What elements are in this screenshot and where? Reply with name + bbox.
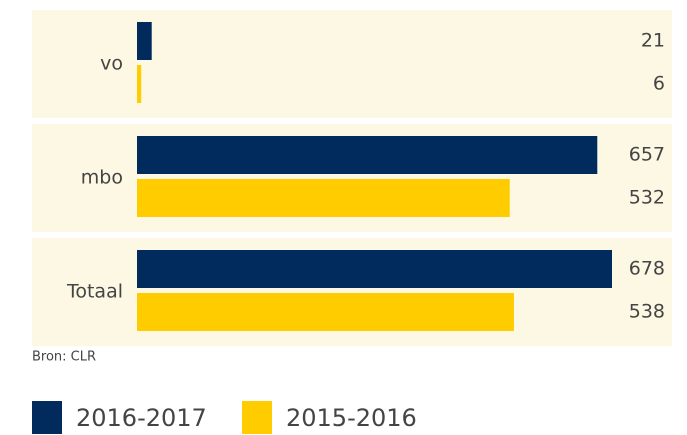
- bar: [137, 22, 152, 60]
- category-label: mbo: [81, 167, 123, 189]
- bar: [137, 179, 510, 217]
- bar: [137, 136, 598, 174]
- value-label: 678: [629, 258, 665, 280]
- legend-label: 2016-2017: [76, 404, 207, 432]
- bar: [137, 65, 142, 103]
- value-label: 532: [629, 187, 665, 209]
- bar: [137, 293, 514, 331]
- source: Bron: CLR: [32, 350, 96, 365]
- value-label: 6: [653, 73, 665, 95]
- value-label: 21: [641, 30, 665, 52]
- value-label: 657: [629, 144, 665, 166]
- bar: [137, 250, 612, 288]
- value-label: 538: [629, 301, 665, 323]
- category-panel: [32, 10, 672, 118]
- category-label: Totaal: [66, 281, 123, 303]
- legend-swatch: [242, 401, 272, 434]
- legend-swatch: [32, 401, 62, 434]
- category-label: vo: [100, 53, 123, 75]
- legend-label: 2015-2016: [286, 404, 417, 432]
